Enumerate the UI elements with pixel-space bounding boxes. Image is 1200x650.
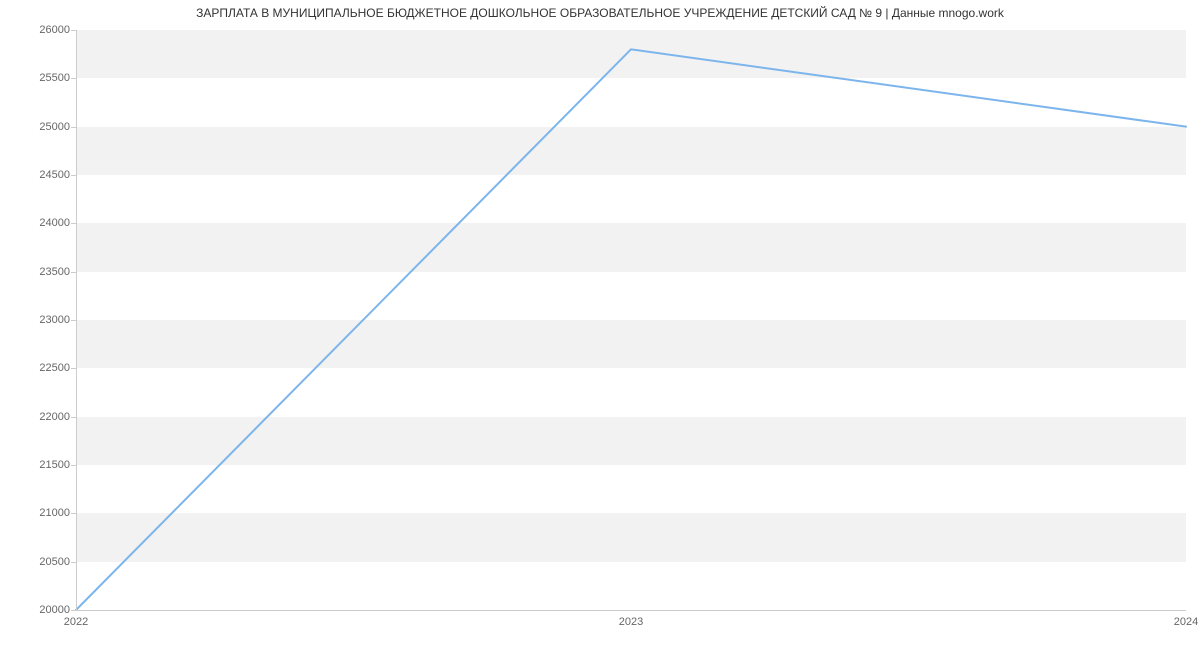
y-tick-mark xyxy=(71,30,76,31)
y-tick-label: 21000 xyxy=(39,507,70,519)
y-tick-label: 21500 xyxy=(39,459,70,471)
salary-line-chart: ЗАРПЛАТА В МУНИЦИПАЛЬНОЕ БЮДЖЕТНОЕ ДОШКО… xyxy=(0,0,1200,650)
y-tick-label: 26000 xyxy=(39,24,70,36)
y-tick-label: 20500 xyxy=(39,556,70,568)
y-tick-label: 23000 xyxy=(39,314,70,326)
y-tick-label: 25500 xyxy=(39,72,70,84)
x-axis xyxy=(76,610,1186,611)
y-tick-mark xyxy=(71,223,76,224)
y-tick-label: 22000 xyxy=(39,411,70,423)
y-tick-mark xyxy=(71,320,76,321)
y-tick-label: 23500 xyxy=(39,266,70,278)
x-tick-label: 2022 xyxy=(64,616,88,628)
y-tick-mark xyxy=(71,127,76,128)
y-tick-mark xyxy=(71,562,76,563)
plot-area xyxy=(76,30,1186,610)
y-tick-mark xyxy=(71,417,76,418)
y-tick-mark xyxy=(71,78,76,79)
y-tick-mark xyxy=(71,610,76,611)
y-tick-mark xyxy=(71,465,76,466)
x-tick-label: 2024 xyxy=(1174,616,1198,628)
y-tick-mark xyxy=(71,175,76,176)
y-axis xyxy=(76,30,77,610)
x-tick-label: 2023 xyxy=(619,616,643,628)
y-tick-label: 25000 xyxy=(39,121,70,133)
y-tick-mark xyxy=(71,272,76,273)
y-tick-mark xyxy=(71,513,76,514)
y-tick-mark xyxy=(71,368,76,369)
y-tick-label: 20000 xyxy=(39,604,70,616)
chart-title: ЗАРПЛАТА В МУНИЦИПАЛЬНОЕ БЮДЖЕТНОЕ ДОШКО… xyxy=(0,6,1200,20)
line-series xyxy=(76,30,1186,610)
y-tick-label: 24000 xyxy=(39,217,70,229)
y-tick-label: 24500 xyxy=(39,169,70,181)
y-tick-label: 22500 xyxy=(39,362,70,374)
